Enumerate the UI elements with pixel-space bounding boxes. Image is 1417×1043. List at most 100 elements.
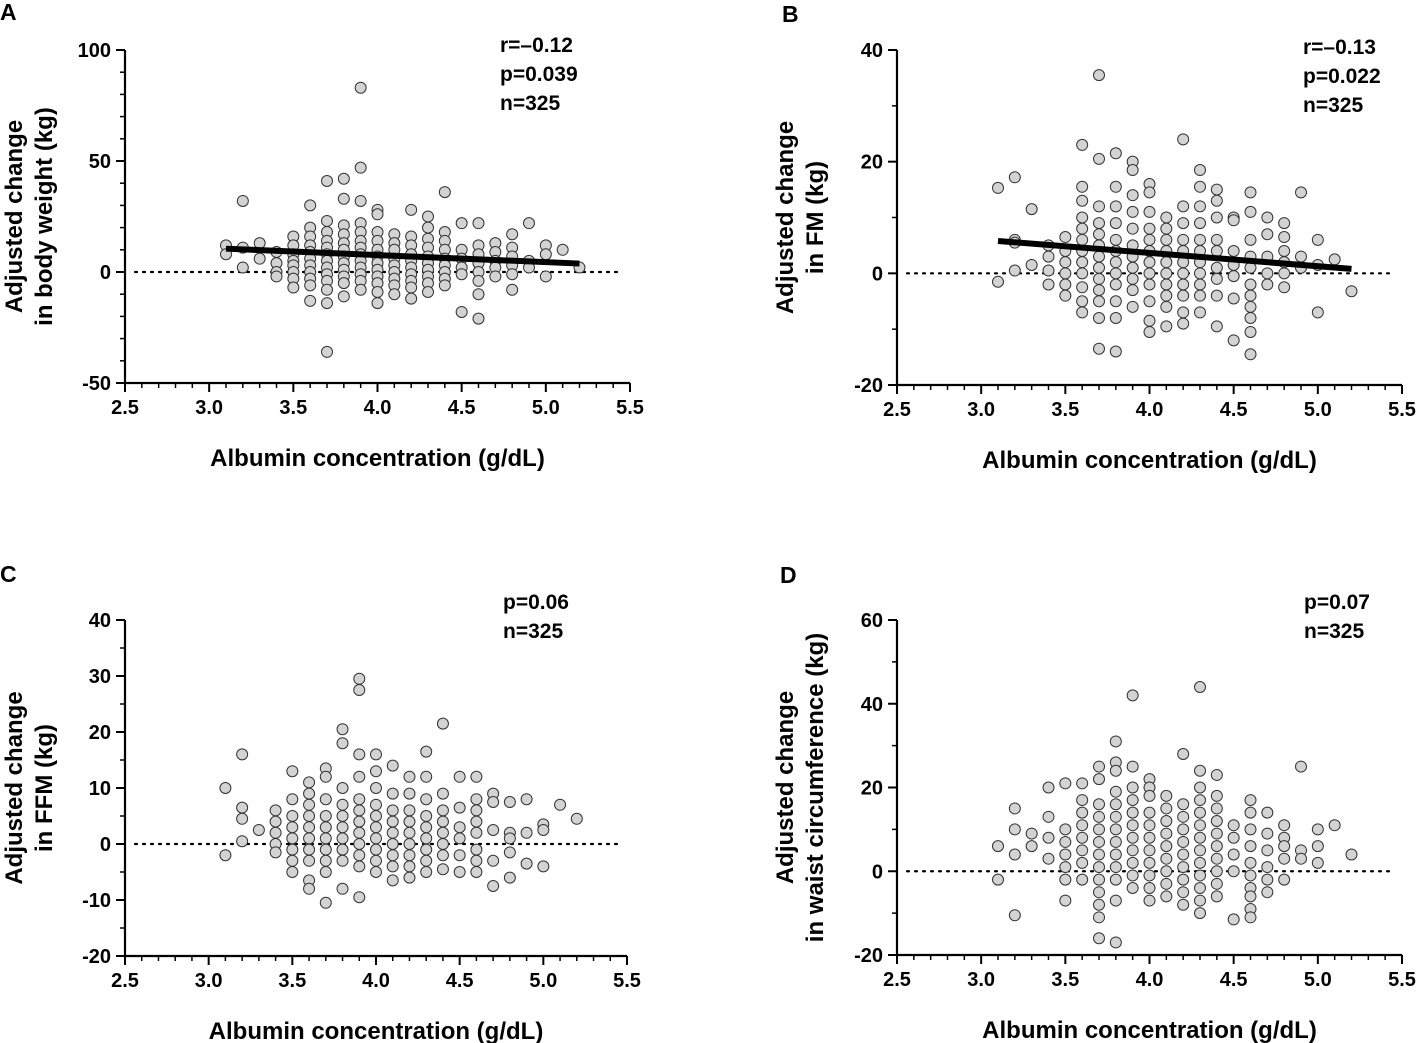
data-point xyxy=(1194,781,1206,794)
data-point xyxy=(1345,285,1358,298)
data-point xyxy=(1126,284,1139,297)
data-point xyxy=(386,849,399,862)
data-point xyxy=(487,854,500,867)
data-point xyxy=(336,832,349,845)
data-point xyxy=(1042,831,1055,844)
data-point xyxy=(436,815,449,828)
data-point xyxy=(1177,278,1190,291)
data-point xyxy=(1261,861,1274,874)
data-point xyxy=(1109,200,1122,213)
data-point xyxy=(1093,200,1105,213)
data-point xyxy=(386,874,399,887)
data-point xyxy=(1244,348,1257,361)
data-point xyxy=(420,832,433,845)
data-point xyxy=(436,826,449,839)
data-point xyxy=(1109,936,1122,949)
data-point xyxy=(303,776,316,789)
data-point xyxy=(1177,217,1190,230)
data-point xyxy=(1210,890,1223,903)
data-point xyxy=(436,804,449,817)
data-point xyxy=(1126,189,1139,202)
data-point xyxy=(1177,289,1190,302)
data-point xyxy=(1076,856,1089,869)
data-point xyxy=(1177,267,1190,280)
data-point xyxy=(1244,823,1257,836)
data-point xyxy=(1227,270,1240,283)
data-point xyxy=(336,798,349,811)
y-axis-title-line: in FM (kg) xyxy=(802,161,829,274)
panel-b: B 2.5 3.0 3.5 4.0 4.5 5.0 5.5 -20 0 20 40 Albumin co… xyxy=(772,1,1416,474)
data-point xyxy=(503,796,516,808)
data-point xyxy=(370,866,382,878)
data-point xyxy=(520,793,533,806)
data-point xyxy=(1295,186,1307,199)
y-axis-title-line: Adjusted change xyxy=(1,691,28,884)
data-point xyxy=(1126,806,1139,819)
data-point xyxy=(319,770,332,783)
data-point xyxy=(337,172,350,185)
data-point xyxy=(1109,873,1122,886)
data-point xyxy=(472,312,485,325)
x-tick-label: 5.5 xyxy=(616,397,644,419)
data-point xyxy=(1160,789,1173,802)
data-point xyxy=(1295,250,1307,263)
data-point xyxy=(1160,233,1173,246)
data-point xyxy=(252,824,265,836)
data-point xyxy=(1177,898,1190,911)
data-point xyxy=(420,745,433,758)
data-point xyxy=(436,717,449,730)
data-point xyxy=(1194,907,1206,920)
data-point xyxy=(1177,823,1190,836)
data-point xyxy=(1261,886,1274,899)
data-point xyxy=(1093,272,1105,285)
data-point xyxy=(1177,748,1190,760)
data-point xyxy=(1093,228,1105,241)
data-point xyxy=(1160,890,1173,903)
x-tick-label: 4.5 xyxy=(1220,399,1248,421)
data-point xyxy=(1177,133,1190,146)
y-axis-title-line: in body weight (kg) xyxy=(31,107,58,326)
data-point xyxy=(1059,289,1072,302)
data-point xyxy=(1160,802,1173,815)
data-point xyxy=(370,854,382,867)
x-tick-label: 5.0 xyxy=(532,397,560,419)
data-point xyxy=(236,801,249,814)
data-point xyxy=(1194,794,1206,807)
data-point xyxy=(1261,278,1274,291)
data-point xyxy=(1244,856,1257,869)
data-point xyxy=(1194,233,1206,246)
data-point xyxy=(1008,848,1021,861)
data-point xyxy=(1160,289,1173,302)
panel-letter: C xyxy=(0,561,17,587)
x-tick-label: 4.5 xyxy=(1220,969,1248,991)
data-point xyxy=(1076,844,1089,857)
data-point xyxy=(1126,272,1139,285)
data-point xyxy=(537,824,550,836)
data-point xyxy=(438,279,451,292)
data-point xyxy=(1194,681,1206,693)
data-point xyxy=(1311,856,1324,869)
data-point xyxy=(219,782,232,794)
data-point xyxy=(1143,278,1156,291)
x-tick-label: 5.5 xyxy=(1388,969,1416,991)
data-point xyxy=(1210,877,1223,890)
data-point xyxy=(1093,848,1105,861)
data-point xyxy=(1210,827,1223,840)
panel-letter: B xyxy=(782,1,799,27)
data-point xyxy=(370,832,382,845)
data-point xyxy=(453,821,466,834)
data-point xyxy=(1177,306,1190,319)
x-tick-label: 4.0 xyxy=(362,970,390,992)
data-point xyxy=(236,748,249,761)
data-point xyxy=(1143,205,1156,218)
data-point xyxy=(319,854,332,867)
data-point xyxy=(1076,180,1089,193)
data-point xyxy=(1143,186,1156,199)
data-point xyxy=(1160,211,1173,224)
y-axis-title-line: Adjusted change xyxy=(1,120,28,313)
data-point xyxy=(1143,295,1156,308)
data-point xyxy=(1160,852,1173,865)
data-point xyxy=(1042,278,1055,291)
data-point xyxy=(420,843,433,856)
data-point xyxy=(337,192,350,205)
